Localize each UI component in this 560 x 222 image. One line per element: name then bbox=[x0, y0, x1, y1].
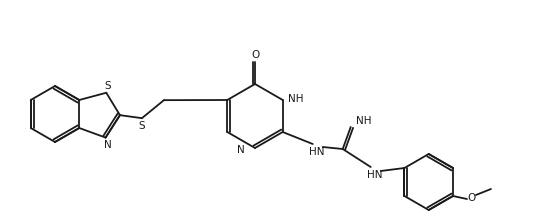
Text: S: S bbox=[104, 81, 111, 91]
Text: NH: NH bbox=[288, 94, 304, 104]
Text: N: N bbox=[237, 145, 245, 155]
Text: O: O bbox=[468, 193, 476, 203]
Text: O: O bbox=[251, 50, 259, 60]
Text: N: N bbox=[104, 140, 111, 150]
Text: HN: HN bbox=[309, 147, 324, 157]
Text: HN: HN bbox=[367, 170, 382, 180]
Text: S: S bbox=[139, 121, 145, 131]
Text: NH: NH bbox=[356, 116, 371, 126]
